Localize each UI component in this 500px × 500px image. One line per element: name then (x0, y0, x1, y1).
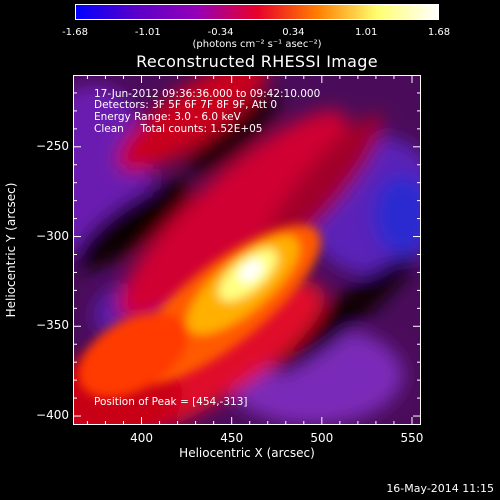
x-tick-label: 450 (220, 431, 244, 445)
heatmap-plot (73, 75, 421, 425)
detectors-text: Detectors: 3F 5F 6F 7F 8F 9F, Att 0 (94, 99, 278, 111)
colorbar (75, 4, 439, 20)
colorbar-tick-label: -1.68 (62, 27, 88, 38)
y-tick-label: −250 (36, 138, 69, 153)
colorbar-units: (photons cm⁻² s⁻¹ asec⁻²) (192, 39, 322, 50)
colorbar-tick-label: -1.01 (134, 27, 161, 38)
colorbar-tick-label: 0.34 (282, 27, 305, 38)
peak-position-text: Position of Peak = [454,-313] (94, 396, 248, 408)
x-axis-label: Heliocentric X (arcsec) (179, 446, 315, 460)
y-axis-label: Heliocentric Y (arcsec) (4, 182, 18, 318)
energy-range-text: Energy Range: 3.0 - 6.0 keV (94, 111, 241, 123)
heatmap-image (73, 75, 421, 425)
x-tick-label: 500 (310, 431, 334, 445)
y-tick-label: −350 (36, 318, 69, 333)
method-counts-text: Clean Total counts: 1.52E+05 (94, 123, 263, 135)
time-range-text: 17-Jun-2012 09:36:36.000 to 09:42:10.000 (94, 88, 321, 100)
plot-frame (73, 75, 421, 425)
colorbar-tick-label: 1.68 (427, 27, 451, 38)
axis-ticks (73, 75, 421, 425)
footer-timestamp: 16-May-2014 11:15 (386, 482, 494, 495)
x-tick-label: 400 (130, 431, 153, 445)
y-tick-label: −300 (36, 228, 69, 243)
colorbar-tick-label: 1.01 (355, 27, 378, 38)
colorbar-tick-label: -0.34 (207, 27, 234, 38)
y-tick-label: −400 (36, 408, 69, 423)
chart-title: Reconstructed RHESSI Image (136, 52, 378, 71)
x-tick-label: 550 (400, 431, 424, 445)
